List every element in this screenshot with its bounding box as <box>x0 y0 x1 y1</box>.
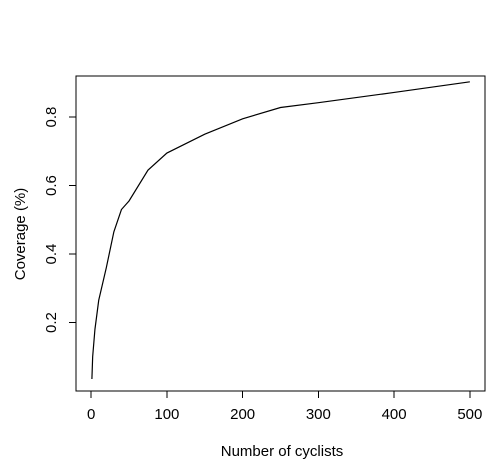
x-axis-tick-label: 400 <box>382 406 407 423</box>
y-axis: 0.2 0.4 0.6 0.8 <box>43 107 77 333</box>
x-axis-title: Number of cyclists <box>221 443 344 460</box>
y-axis-tick-label: 0.8 <box>43 107 60 128</box>
y-axis-tick-label: 0.6 <box>43 175 60 196</box>
y-axis-tick-label: 0.2 <box>43 312 60 333</box>
series-layer <box>91 81 470 380</box>
x-axis-tick-label: 0 <box>87 406 95 423</box>
x-axis: 0 100 200 300 400 500 <box>87 390 482 423</box>
series-line <box>91 81 470 380</box>
y-axis-tick-label: 0.4 <box>43 244 60 265</box>
x-axis-tick-label: 300 <box>306 406 331 423</box>
plot-area-border <box>75 75 486 392</box>
y-axis-title: Coverage (%) <box>12 188 29 281</box>
x-axis-tick-label: 100 <box>154 406 179 423</box>
x-axis-tick-label: 200 <box>230 406 255 423</box>
x-axis-tick-label: 500 <box>457 406 482 423</box>
